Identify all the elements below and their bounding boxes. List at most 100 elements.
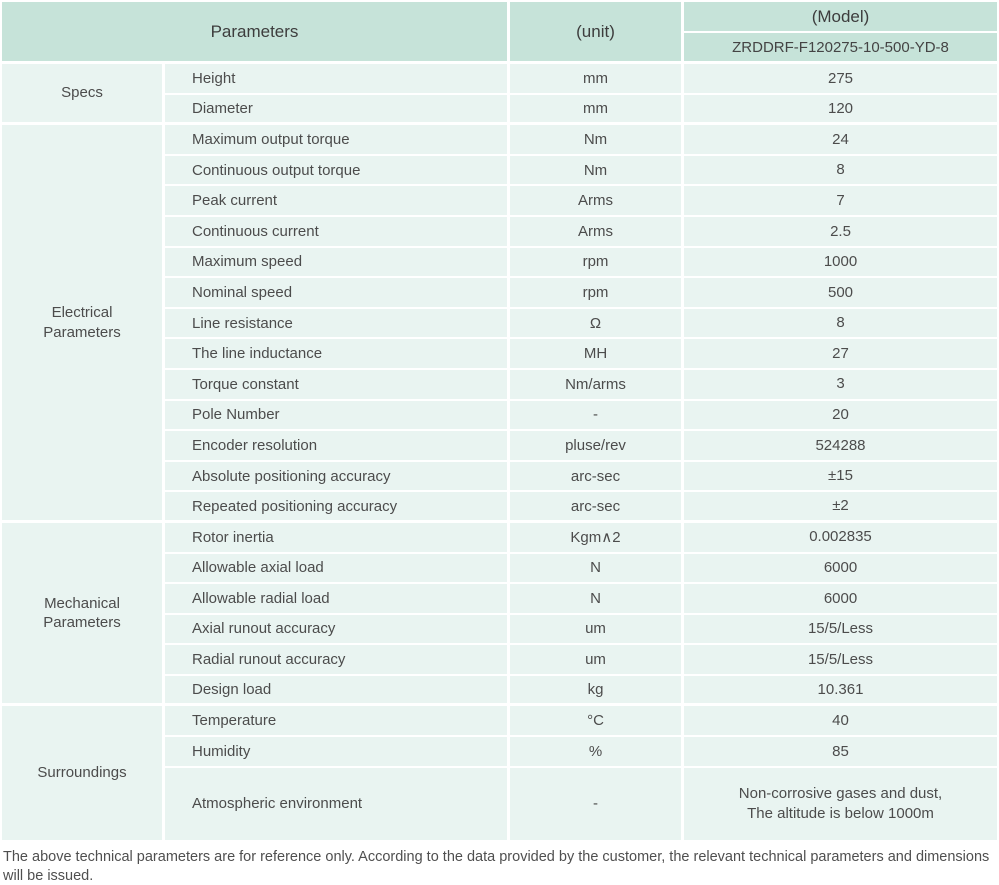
table-row: Radial runout accuracy um 15/5/Less xyxy=(2,645,997,676)
param-cell: Radial runout accuracy xyxy=(165,645,510,676)
param-cell: Diameter xyxy=(165,94,510,126)
unit-cell: % xyxy=(510,737,684,768)
value-cell: 10.361 xyxy=(684,675,997,707)
param-cell: Repeated positioning accuracy xyxy=(165,492,510,523)
value-cell: 524288 xyxy=(684,431,997,462)
param-cell: Axial runout accuracy xyxy=(165,614,510,646)
unit-cell: Nm xyxy=(510,125,684,156)
unit-cell: arc-sec xyxy=(510,461,684,493)
unit-cell: Arms xyxy=(510,216,684,248)
unit-cell: rpm xyxy=(510,247,684,279)
unit-cell: Ω xyxy=(510,308,684,340)
table-row: Diameter mm 120 xyxy=(2,94,997,126)
value-cell: 85 xyxy=(684,737,997,768)
param-cell: Rotor inertia xyxy=(165,522,510,554)
value-cell: 24 xyxy=(684,125,997,156)
param-cell: Humidity xyxy=(165,737,510,768)
table-row: Line resistance Ω 8 xyxy=(2,308,997,340)
table-row: Design load kg 10.361 xyxy=(2,675,997,707)
param-cell: Nominal speed xyxy=(165,278,510,309)
table-row: Allowable radial load N 6000 xyxy=(2,584,997,615)
unit-cell: mm xyxy=(510,94,684,126)
value-cell: 2.5 xyxy=(684,216,997,248)
table-row: Torque constant Nm/arms 3 xyxy=(2,369,997,401)
param-cell: Continuous output torque xyxy=(165,155,510,187)
value-cell: 40 xyxy=(684,706,997,738)
unit-column-header: (unit) xyxy=(510,2,684,64)
header-row-top: Parameters (unit) (Model) xyxy=(2,2,997,64)
param-cell: Design load xyxy=(165,675,510,707)
table-row: Encoder resolution pluse/rev 524288 xyxy=(2,431,997,462)
table-row: Nominal speed rpm 500 xyxy=(2,278,997,309)
header-row-model: ZRDDRF-F120275-10-500-YD-8 xyxy=(2,33,997,64)
unit-cell: rpm xyxy=(510,278,684,309)
table-row: Repeated positioning accuracy arc-sec ±2 xyxy=(2,492,997,523)
unit-cell: um xyxy=(510,614,684,646)
param-cell: The line inductance xyxy=(165,339,510,370)
param-cell: Absolute positioning accuracy xyxy=(165,461,510,493)
param-cell: Allowable radial load xyxy=(165,584,510,615)
value-cell: 6000 xyxy=(684,553,997,585)
value-cell: Non-corrosive gases and dust, The altitu… xyxy=(684,767,997,843)
value-cell: 120 xyxy=(684,94,997,126)
table-row: Continuous output torque Nm 8 xyxy=(2,155,997,187)
param-cell: Atmospheric environment xyxy=(165,767,510,843)
unit-cell: °C xyxy=(510,706,684,738)
value-cell: 1000 xyxy=(684,247,997,279)
value-cell: ±15 xyxy=(684,461,997,493)
param-cell: Pole Number xyxy=(165,400,510,432)
value-cell: 3 xyxy=(684,369,997,401)
value-cell: 500 xyxy=(684,278,997,309)
param-cell: Torque constant xyxy=(165,369,510,401)
param-cell: Maximum speed xyxy=(165,247,510,279)
value-cell: 7 xyxy=(684,186,997,217)
param-cell: Temperature xyxy=(165,706,510,738)
table-row: Pole Number -20 xyxy=(2,400,997,432)
param-cell: Maximum output torque xyxy=(165,125,510,156)
table-row: Allowable axial load N 6000 xyxy=(2,553,997,585)
footer-note: The above technical parameters are for r… xyxy=(3,848,990,884)
unit-cell: um xyxy=(510,645,684,676)
value-cell: 15/5/Less xyxy=(684,614,997,646)
table-header: Parameters (unit) (Model) ZRDDRF-F120275… xyxy=(2,2,997,64)
value-cell: 20 xyxy=(684,400,997,432)
table-row: Atmospheric environment - Non-corrosive ga… xyxy=(2,767,997,843)
section-label: Mechanical Parameters xyxy=(2,522,165,707)
param-cell: Peak current xyxy=(165,186,510,217)
value-cell: 275 xyxy=(684,64,997,95)
table-row: Specs Height mm 275 xyxy=(2,64,997,126)
unit-cell: Nm xyxy=(510,155,684,187)
parameters-column-header: Parameters xyxy=(2,2,510,64)
spec-table: Parameters (unit) (Model) ZRDDRF-F120275… xyxy=(2,2,997,843)
model-number: ZRDDRF-F120275-10-500-YD-8 xyxy=(684,33,997,64)
unit-cell: N xyxy=(510,584,684,615)
param-cell: Allowable axial load xyxy=(165,553,510,585)
table-row: Axial runout accuracy um 15/5/Less xyxy=(2,614,997,646)
table-row: Absolute positioning accuracy arc-sec ±15 xyxy=(2,461,997,493)
table-row: Maximum speed rpm 1000 xyxy=(2,247,997,279)
unit-cell: - xyxy=(510,400,684,432)
model-column-header: (Model) xyxy=(684,2,997,33)
unit-cell: MH xyxy=(510,339,684,370)
value-cell: 6000 xyxy=(684,584,997,615)
value-cell: ±2 xyxy=(684,492,997,523)
value-cell: 8 xyxy=(684,308,997,340)
table-row: Surroundings Temperature °C 40 xyxy=(2,706,997,843)
unit-cell: Nm/arms xyxy=(510,369,684,401)
table-row: Humidity% 85 xyxy=(2,737,997,768)
table-row: Mechanical Parameters Rotor inertia Kgm∧2 0… xyxy=(2,522,997,707)
section-label: Specs xyxy=(2,64,165,126)
value-cell: 0.002835 xyxy=(684,522,997,554)
section-label: Electrical Parameters xyxy=(2,125,165,523)
unit-cell: Arms xyxy=(510,186,684,217)
param-cell: Line resistance xyxy=(165,308,510,340)
unit-cell: arc-sec xyxy=(510,492,684,523)
table-row: The line inductance MH 27 xyxy=(2,339,997,370)
unit-cell: pluse/rev xyxy=(510,431,684,462)
unit-cell: - xyxy=(510,767,684,843)
table-row: Peak current Arms 7 xyxy=(2,186,997,217)
table-body: Specs Height mm 275 Diameter mm 120 Electrical … xyxy=(2,64,997,843)
unit-cell: mm xyxy=(510,64,684,95)
table-row: Continuous current Arms 2.5 xyxy=(2,216,997,248)
